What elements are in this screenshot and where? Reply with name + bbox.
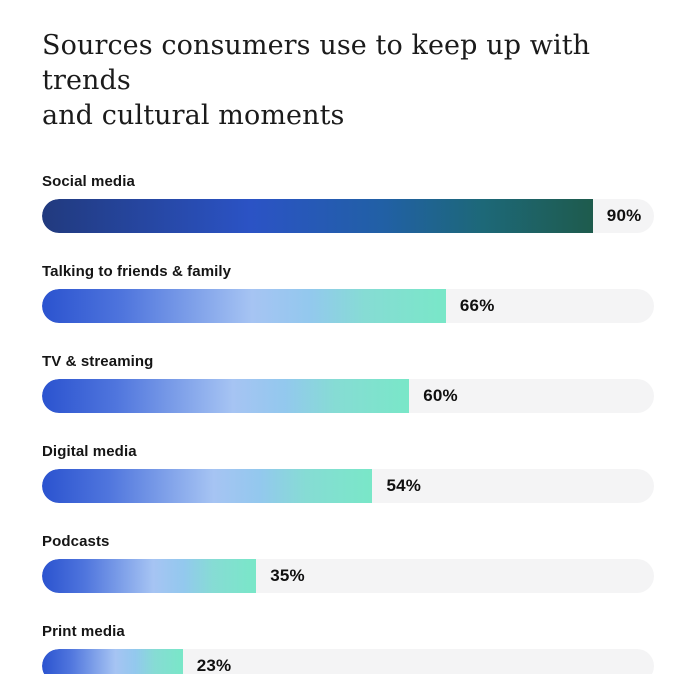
bar-value: 66% [459,296,495,315]
bar-track: 66% [42,289,654,323]
bar-fill [42,649,183,674]
bar-track: 60% [42,379,654,413]
bar-label: TV & streaming [42,353,154,370]
bar-row: Talking to friends & family 66% [42,263,654,323]
chart-title: Sources consumers use to keep up with tr… [42,28,654,133]
bar-label: Talking to friends & family [42,263,232,280]
bar-row: Social media 90% [42,173,654,233]
bar-value: 60% [423,386,458,405]
bar-track: 54% [42,469,654,503]
bar-fill [42,559,257,593]
bar-row: TV & streaming 60% [42,353,654,413]
bar-track: 23% [42,649,654,674]
bar-label: Social media [42,173,135,190]
bar-value: 23% [196,656,232,674]
bar-fill [42,379,410,413]
bar-label: Digital media [42,443,137,460]
bar-value: 90% [606,206,642,225]
bar-fill [42,469,373,503]
chart-title-line1: Sources consumers use to keep up with tr… [42,30,591,96]
bar-value: 35% [270,566,305,585]
bar-fill [42,199,593,233]
bar-track: 35% [42,559,654,593]
bar-track: 90% [42,199,654,233]
bar-row: Podcasts 35% [42,533,654,593]
bar-row: Print media 23% [42,623,654,674]
bar-fill [42,289,446,323]
bar-row: Digital media 54% [42,443,654,503]
bar-label: Podcasts [42,533,110,550]
bar-value: 54% [386,476,422,495]
chart-title-line2: and cultural moments [42,100,345,131]
bar-label: Print media [42,623,125,640]
bar-rows: Social media 90% Talking to friends & fa… [42,173,654,674]
